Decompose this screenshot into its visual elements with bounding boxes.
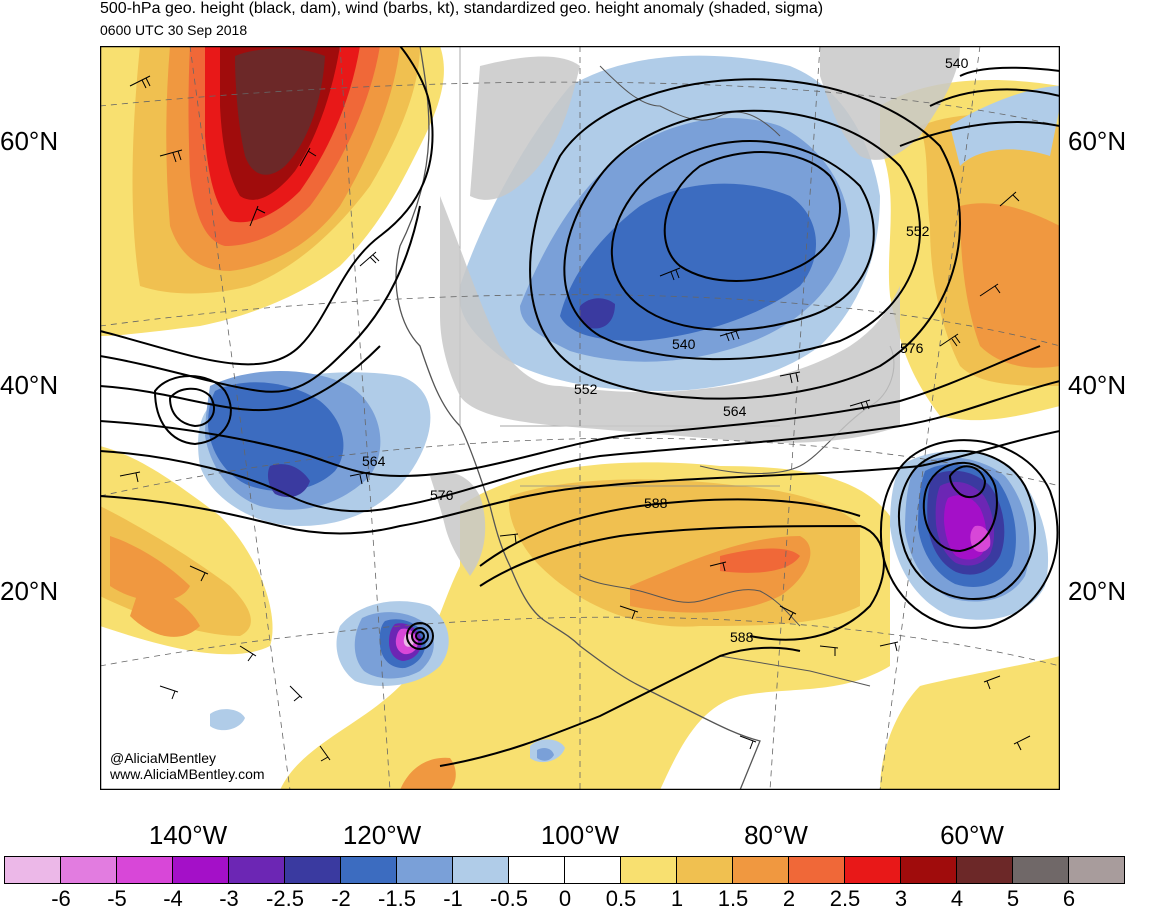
lat-label-right: 40°N (1068, 370, 1127, 400)
colorbar-tick-label: 0 (558, 886, 572, 911)
contour-labels: 540 552 540 552 564 576 564 576 588 588 (362, 55, 969, 645)
colorbar-swatch (284, 856, 341, 884)
gray-regions (430, 46, 960, 576)
colorbar-tick-label: 2 (782, 886, 796, 911)
colorbar-tick-label: 0.5 (605, 886, 637, 911)
colorbar-tick-label: 6 (1062, 886, 1076, 911)
colorbar-swatch (452, 856, 509, 884)
colorbar-swatch (732, 856, 789, 884)
contour-label: 540 (672, 336, 696, 352)
lat-label-left: 40°N (0, 370, 59, 400)
wind-barbs (119, 75, 1031, 762)
map-title: 500-hPa geo. height (black, dam), wind (… (100, 0, 824, 17)
map-border (100, 46, 1060, 790)
colorbar-swatch (956, 856, 1013, 884)
colorbar-tick-label: -1.5 (378, 886, 416, 911)
colorbar-swatch (340, 856, 397, 884)
colorbar-tick-label: -4 (163, 886, 183, 911)
contour-label: 576 (430, 487, 454, 503)
colorbar-swatch (1012, 856, 1069, 884)
lat-label-right: 20°N (1068, 576, 1127, 606)
colorbar-tick-label: -2.5 (266, 886, 304, 911)
colorbar-tick-label: -2 (331, 886, 351, 911)
lat-label-right: 60°N (1068, 126, 1127, 156)
colorbar-swatch (844, 856, 901, 884)
colorbar-swatch (172, 856, 229, 884)
colorbar-swatch (508, 856, 565, 884)
colorbar-swatch (60, 856, 117, 884)
lon-label: 100°W (540, 820, 620, 850)
colorbar (4, 856, 1125, 884)
colorbar-swatch (396, 856, 453, 884)
contour-label: 564 (362, 453, 386, 469)
lon-label: 80°W (744, 820, 808, 850)
colorbar-tick-label: 1.5 (717, 886, 749, 911)
contour-label: 552 (574, 381, 598, 397)
colorbar-tick-label: 5 (1006, 886, 1020, 911)
weather-map: 540 552 540 552 564 576 564 576 588 588 (100, 46, 1060, 790)
colorbar-tick-label: 1 (670, 886, 684, 911)
colorbar-tick-label: -6 (51, 886, 71, 911)
contour-label: 540 (945, 55, 969, 71)
colorbar-swatch (900, 856, 957, 884)
colorbar-tick-label: -0.5 (490, 886, 528, 911)
credit-website: www.AliciaMBentley.com (110, 766, 265, 782)
colorbar-swatch (1068, 856, 1125, 884)
contour-label: 552 (906, 223, 930, 239)
colorbar-tick-label: 4 (950, 886, 964, 911)
lon-label: 140°W (148, 820, 228, 850)
graticule (100, 46, 1060, 790)
colorbar-tick-label: 3 (894, 886, 908, 911)
colorbar-swatch (676, 856, 733, 884)
lat-label-left: 20°N (0, 576, 59, 606)
lon-label: 120°W (342, 820, 422, 850)
height-contours (100, 46, 1060, 767)
lon-label: 60°W (940, 820, 1004, 850)
colorbar-tick-label: -1 (443, 886, 463, 911)
contour-label: 588 (730, 629, 754, 645)
colorbar-swatch (564, 856, 621, 884)
contour-label: 564 (723, 403, 747, 419)
contour-label: 576 (900, 340, 924, 356)
colorbar-swatch (228, 856, 285, 884)
colorbar-tick-label: -3 (219, 886, 239, 911)
credit-handle: @AliciaMBentley (110, 750, 217, 766)
colorbar-swatch (788, 856, 845, 884)
colorbar-swatch (4, 856, 61, 884)
colorbar-tick-label: 2.5 (829, 886, 861, 911)
lat-label-left: 60°N (0, 126, 59, 156)
map-valid-time: 0600 UTC 30 Sep 2018 (100, 22, 248, 38)
colorbar-swatch (116, 856, 173, 884)
colorbar-tick-label: -5 (107, 886, 127, 911)
colorbar-swatch (620, 856, 677, 884)
contour-label: 588 (644, 495, 668, 511)
